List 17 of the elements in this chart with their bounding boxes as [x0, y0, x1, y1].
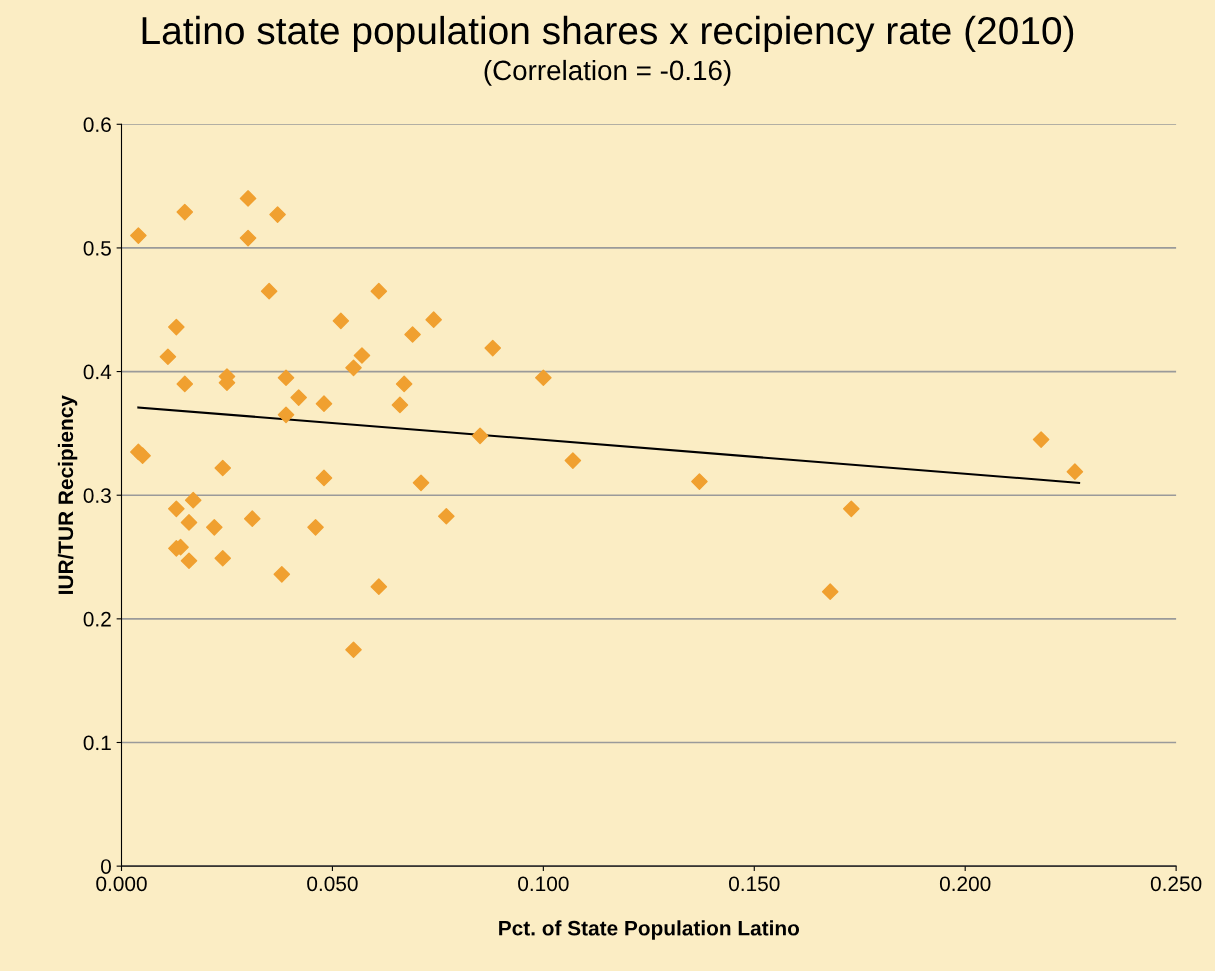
- y-tick-label: 0.5: [83, 240, 111, 256]
- x-tick-label: 0.200: [939, 876, 991, 892]
- y-tick-label: 0.4: [83, 364, 112, 380]
- y-tick-label: 0.3: [83, 488, 111, 503]
- y-tick-label: 0: [101, 859, 111, 874]
- x-tick-label: 0.250: [1150, 876, 1202, 892]
- chart-subtitle: (Correlation = -0.16): [484, 59, 731, 86]
- y-axis-title: IUR/TUR Recipiency: [57, 395, 78, 594]
- x-tick-label: 0.100: [518, 876, 569, 892]
- y-tick-label: 0.1: [83, 735, 111, 751]
- x-tick-label: 0.050: [307, 876, 358, 892]
- y-tick-label: 0.6: [83, 117, 111, 133]
- x-tick-label: 0.150: [729, 876, 780, 892]
- x-axis-title: Pct. of State Population Latino: [499, 920, 800, 940]
- y-tick-label: 0.2: [83, 611, 111, 627]
- x-tick-label: 0.000: [96, 876, 147, 892]
- chart-title: Latino state population shares x recipiency rate (2010): [142, 15, 1074, 53]
